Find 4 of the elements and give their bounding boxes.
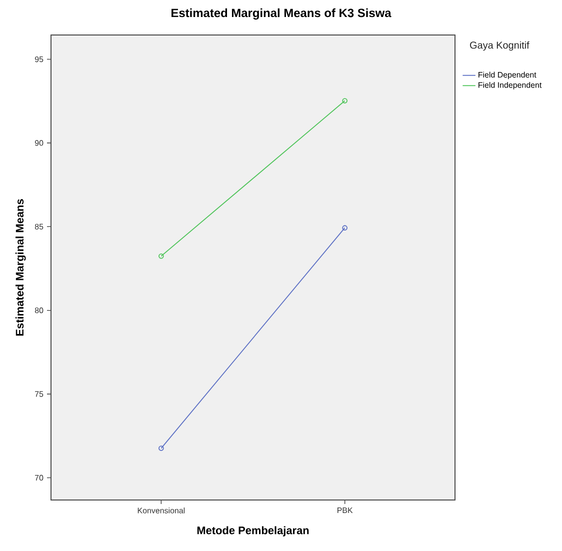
y-axis-title: Estimated Marginal Means	[16, 199, 26, 336]
legend-title: Gaya Kognitif	[470, 41, 530, 51]
chart-title: Estimated Marginal Means of K3 Siswa	[172, 8, 392, 20]
x-axis-title: Metode Pembelajaran	[197, 526, 309, 536]
